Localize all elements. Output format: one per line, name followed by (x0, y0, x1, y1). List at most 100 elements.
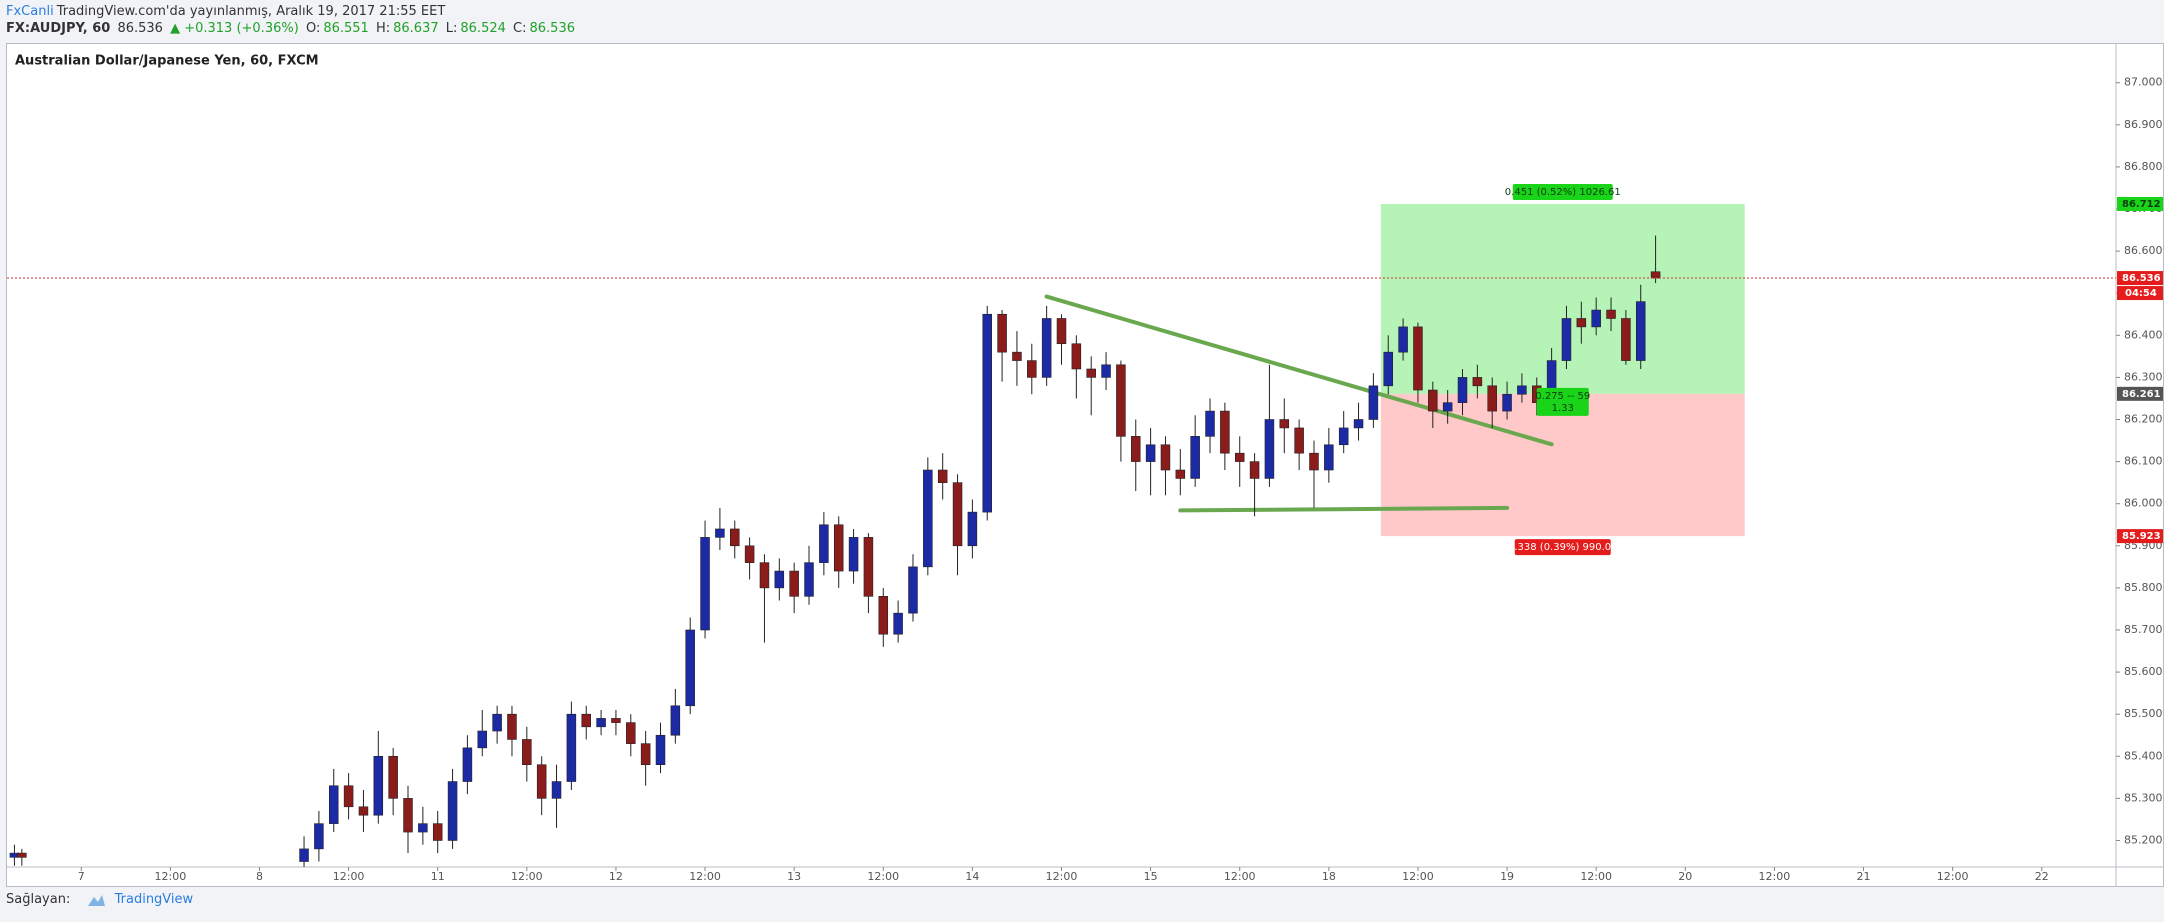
published: TradingView.com'da yayınlanmış, Aralık 1… (56, 4, 446, 19)
y-tick-label: 85.700 (2124, 623, 2163, 636)
x-tick-label: 12:00 (511, 870, 543, 883)
y-tick-label: 86.300 (2124, 370, 2163, 383)
candle-body (878, 596, 889, 635)
candle-body (1145, 444, 1156, 462)
y-tick-label: 87.000 (2124, 76, 2163, 89)
x-tick-label: 12:00 (333, 870, 365, 883)
target-price-label: 86.712 (2122, 199, 2161, 210)
x-tick-label: 12:00 (1402, 870, 1434, 883)
last-price-label: 86.536 (2122, 273, 2161, 284)
chart-title: Australian Dollar/Japanese Yen, 60, FXCM (15, 54, 319, 69)
candle-body (1116, 364, 1126, 437)
candle-body (1012, 351, 1022, 361)
candle-body (1606, 309, 1616, 319)
y-tick-label: 85.400 (2124, 749, 2163, 762)
candle-body (1264, 419, 1275, 479)
candle-body (611, 718, 621, 723)
brand-icon (88, 894, 106, 906)
author: FxCanli (6, 4, 54, 19)
candle-body (373, 755, 384, 816)
candle-body (626, 722, 636, 744)
candle-body (908, 566, 918, 614)
candle-body (848, 537, 859, 572)
y-tick-label: 86.100 (2124, 455, 2163, 468)
o-value: 86.551 (323, 21, 369, 36)
plot (7, 203, 2116, 867)
candle-body (388, 755, 398, 799)
candle-body (1650, 271, 1661, 279)
h-label: H: (375, 21, 391, 36)
y-tick-label: 86.800 (2124, 160, 2163, 173)
candle-body (1071, 343, 1082, 370)
candle-body (1472, 377, 1483, 387)
candle-body (863, 537, 874, 597)
candle-body (1234, 452, 1245, 462)
candle-body (640, 743, 651, 766)
y-tick-label: 86.000 (2124, 497, 2163, 510)
candle-body (1442, 402, 1453, 412)
o-label: O: (305, 21, 321, 36)
candle-body (1249, 461, 1260, 479)
candle-body (536, 764, 547, 799)
y-tick-label: 85.600 (2124, 665, 2163, 678)
c-label: C: (513, 21, 527, 36)
x-tick-label: 12:00 (1937, 870, 1969, 883)
candle-body (1309, 452, 1319, 471)
candle-body (1279, 419, 1290, 429)
target-zone (1380, 203, 1745, 394)
candle-body (1086, 368, 1096, 378)
x-tick-label: 22 (2035, 870, 2049, 883)
candle-body (1591, 309, 1601, 328)
y-tick-label: 86.200 (2124, 413, 2163, 426)
candle-body (1324, 444, 1334, 471)
candle-body (1175, 469, 1186, 479)
x-tick-label: 12:00 (1580, 870, 1612, 883)
chart-panel (6, 43, 2164, 887)
candle-body (952, 482, 963, 547)
entry-label: 1.33 (1552, 403, 1574, 414)
candle-body (997, 313, 1007, 353)
x-tick-label: 12:00 (1224, 870, 1256, 883)
candle-body (774, 570, 785, 589)
brand[interactable]: TradingView (114, 892, 194, 907)
axes: 85.200 85.300 85.400 85.500 85.600 85.700 85.8… (78, 76, 2163, 883)
candle-body (596, 718, 606, 728)
candle-body (655, 734, 666, 766)
x-tick-label: 15 (1144, 870, 1158, 883)
x-tick-label: 12:00 (1759, 870, 1791, 883)
x-tick-label: 21 (1857, 870, 1871, 883)
x-tick-label: 14 (965, 870, 979, 883)
candle-body (314, 823, 324, 850)
candle-body (700, 537, 710, 631)
entry-label: 0.275 -- 59 (1535, 391, 1590, 402)
candle-body (1576, 318, 1587, 328)
candle-body (833, 524, 844, 572)
x-tick-label: 12:00 (1046, 870, 1078, 883)
x-tick-label: 12:00 (867, 870, 899, 883)
entry-label-box (1536, 387, 1589, 416)
candle-body (522, 739, 532, 766)
candle-body (715, 528, 725, 538)
stop-label: 0.338 (0.39%) 990.08 (1508, 542, 1618, 553)
candle-body (507, 713, 517, 740)
candle-body (551, 781, 562, 799)
x-tick-label: 12:00 (689, 870, 721, 883)
footer: Sağlayan: TradingView (6, 892, 193, 907)
x-tick-label: 19 (1500, 870, 1514, 883)
y-tick-label: 85.800 (2124, 581, 2163, 594)
candle-body (1131, 436, 1141, 462)
last-price-label-box (2117, 271, 2163, 286)
candle-body (685, 629, 695, 707)
countdown-box (2117, 286, 2163, 301)
provider: Sağlayan: (6, 892, 71, 907)
h-value: 86.637 (393, 21, 439, 36)
trend-line (1044, 294, 1554, 447)
y-tick-label: 86.600 (2124, 244, 2163, 257)
candle-body (1398, 326, 1408, 353)
candle-body (1056, 318, 1067, 345)
x-tick-label: 7 (78, 870, 85, 883)
change: ▲ +0.313 (+0.36%) (170, 21, 299, 36)
candle-body (1383, 351, 1394, 387)
